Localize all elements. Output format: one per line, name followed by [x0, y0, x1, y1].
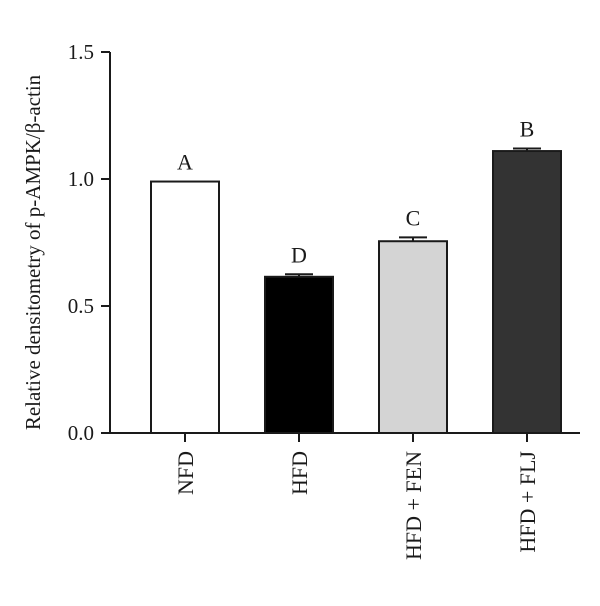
error-bars-group	[285, 147, 541, 277]
y-tick-label: 1.5	[68, 40, 94, 64]
bar	[264, 275, 334, 435]
category-labels-group: NFD HFD HFD + FEN HFD + FLJ	[173, 451, 540, 560]
category-label: HFD + FLJ	[515, 451, 540, 553]
significance-label: D	[291, 242, 307, 267]
bar	[378, 240, 448, 434]
x-axis	[110, 432, 580, 442]
y-axis: 0.0 0.5 1.0 1.5	[68, 40, 111, 445]
bars-group	[150, 150, 562, 435]
category-label: NFD	[173, 451, 198, 495]
category-label: HFD + FEN	[401, 451, 426, 560]
significance-label: A	[177, 150, 193, 175]
bar	[150, 180, 220, 434]
significance-label: C	[406, 205, 421, 230]
category-label: HFD	[287, 451, 312, 495]
y-tick-label: 1.0	[68, 167, 94, 191]
y-tick-label: 0.5	[68, 294, 94, 318]
y-axis-title: Relative densitometry of p-AMPK/β-actin	[21, 74, 45, 430]
y-tick-label: 0.0	[68, 421, 94, 445]
significance-labels-group: A D C B	[177, 117, 534, 268]
bar	[492, 150, 562, 434]
significance-label: B	[520, 117, 535, 142]
